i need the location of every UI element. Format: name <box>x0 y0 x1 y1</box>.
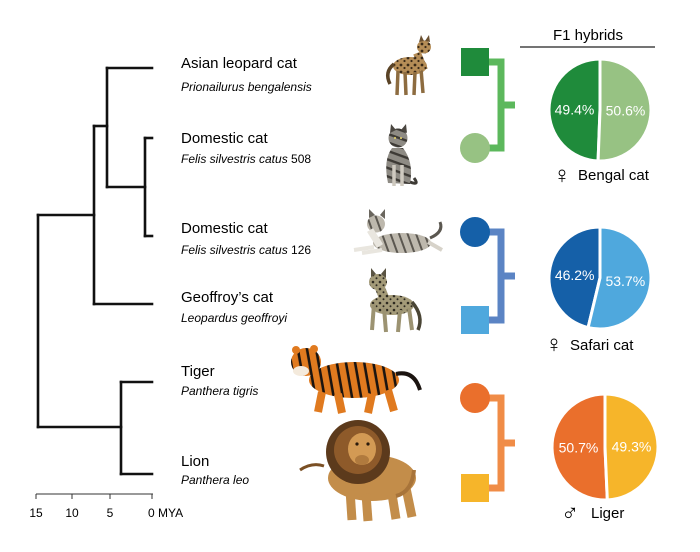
scientific-name: Leopardus geoffroyi <box>181 311 287 325</box>
pie-slice <box>586 225 653 331</box>
scientific-name: Felis silvestris catus 126 <box>181 243 311 257</box>
male-parent-square <box>461 306 489 334</box>
pie-slice-label: 50.7% <box>559 440 599 456</box>
hybrid-ancestry-pies: 49.4% 50.6% 46.2% 53.7% 50.7% 49.3% <box>547 57 660 502</box>
pie-slice-label: 49.4% <box>555 102 595 118</box>
pedigree <box>460 383 515 502</box>
scientific-name: Panthera leo <box>181 473 249 487</box>
geoffroys-cat-illustration <box>369 268 422 333</box>
female-parent-circle <box>460 217 490 247</box>
female-parent-circle <box>460 133 490 163</box>
domestic-cat-lying-illustration <box>353 209 443 255</box>
hybrid-name: Safari cat <box>570 337 634 354</box>
pedigree-diagrams <box>460 48 515 502</box>
scientific-name: Prionailurus bengalensis <box>181 80 312 94</box>
tiger-illustration <box>291 345 422 414</box>
male-parent-square <box>461 48 489 76</box>
phylogenetic-tree <box>36 66 154 476</box>
axis-end-label: 0 MYA <box>148 506 183 520</box>
time-axis: 15 10 5 0 MYA <box>29 493 183 520</box>
domestic-cat-sitting-illustration <box>386 124 418 186</box>
female-parent-circle <box>460 383 490 413</box>
f1-hybrids-title: F1 hybrids <box>553 27 623 44</box>
sex-symbol: ♀ <box>545 331 563 358</box>
hybrid-name: Liger <box>591 505 624 522</box>
common-name: Geoffroy’s cat <box>181 289 274 306</box>
hybrid-labels: ♀ Bengal cat ♀ Safari cat ♂ Liger <box>545 162 650 527</box>
common-name: Lion <box>181 453 209 470</box>
scientific-name: Panthera tigris <box>181 384 258 398</box>
sex-symbol: ♂ <box>561 500 579 527</box>
pie-slice <box>547 57 602 163</box>
pie-slice <box>547 225 602 330</box>
hybrid-name: Bengal cat <box>578 167 650 184</box>
pie-slice <box>603 392 660 502</box>
pedigree <box>460 217 515 334</box>
pie-slice-label: 50.6% <box>606 102 646 118</box>
species-labels: Asian leopard cat Prionailurus bengalens… <box>181 55 312 487</box>
leopard-cat-illustration <box>386 35 431 96</box>
sex-symbol: ♀ <box>553 162 571 189</box>
lion-illustration <box>299 420 417 522</box>
common-name: Tiger <box>181 363 215 380</box>
pedigree <box>460 48 515 163</box>
pie-slice <box>550 392 609 502</box>
common-name: Asian leopard cat <box>181 55 298 72</box>
axis-tick-label: 5 <box>107 506 114 520</box>
pie-slice <box>596 57 653 163</box>
pie-slice-label: 46.2% <box>555 267 595 283</box>
pie-slice-label: 53.7% <box>605 273 645 289</box>
pie-slice-label: 49.3% <box>612 438 652 454</box>
axis-tick-label: 10 <box>65 506 79 520</box>
common-name: Domestic cat <box>181 130 269 147</box>
scientific-name: Felis silvestris catus 508 <box>181 152 311 166</box>
common-name: Domestic cat <box>181 220 269 237</box>
male-parent-square <box>461 474 489 502</box>
axis-tick-label: 15 <box>29 506 43 520</box>
